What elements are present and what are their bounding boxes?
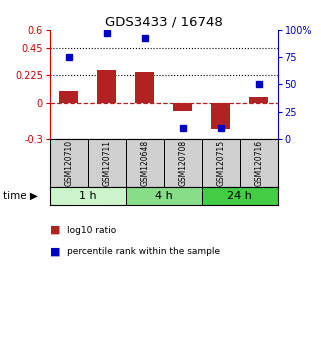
Bar <box>59 91 78 103</box>
Text: GSM120716: GSM120716 <box>254 140 263 186</box>
Bar <box>50 187 126 205</box>
Title: GDS3433 / 16748: GDS3433 / 16748 <box>105 16 222 29</box>
Text: 4 h: 4 h <box>155 191 173 201</box>
Text: time ▶: time ▶ <box>3 191 38 201</box>
Text: percentile rank within the sample: percentile rank within the sample <box>67 247 221 256</box>
Text: ■: ■ <box>50 225 60 235</box>
Text: ■: ■ <box>50 246 60 256</box>
Text: 24 h: 24 h <box>227 191 252 201</box>
Bar <box>211 103 230 129</box>
Bar <box>88 139 126 187</box>
Text: GSM120711: GSM120711 <box>102 140 111 186</box>
Text: 1 h: 1 h <box>79 191 97 201</box>
Bar <box>50 139 88 187</box>
Bar <box>173 103 192 111</box>
Bar <box>164 139 202 187</box>
Bar <box>202 187 278 205</box>
Bar <box>249 97 268 103</box>
Text: GSM120648: GSM120648 <box>140 140 149 186</box>
Text: GSM120710: GSM120710 <box>64 140 73 186</box>
Text: log10 ratio: log10 ratio <box>67 225 117 235</box>
Bar <box>202 139 240 187</box>
Bar <box>126 187 202 205</box>
Bar <box>97 70 116 103</box>
Text: GSM120715: GSM120715 <box>216 140 225 186</box>
Text: GSM120708: GSM120708 <box>178 140 187 186</box>
Bar <box>126 139 164 187</box>
Bar <box>135 72 154 103</box>
Bar <box>240 139 278 187</box>
